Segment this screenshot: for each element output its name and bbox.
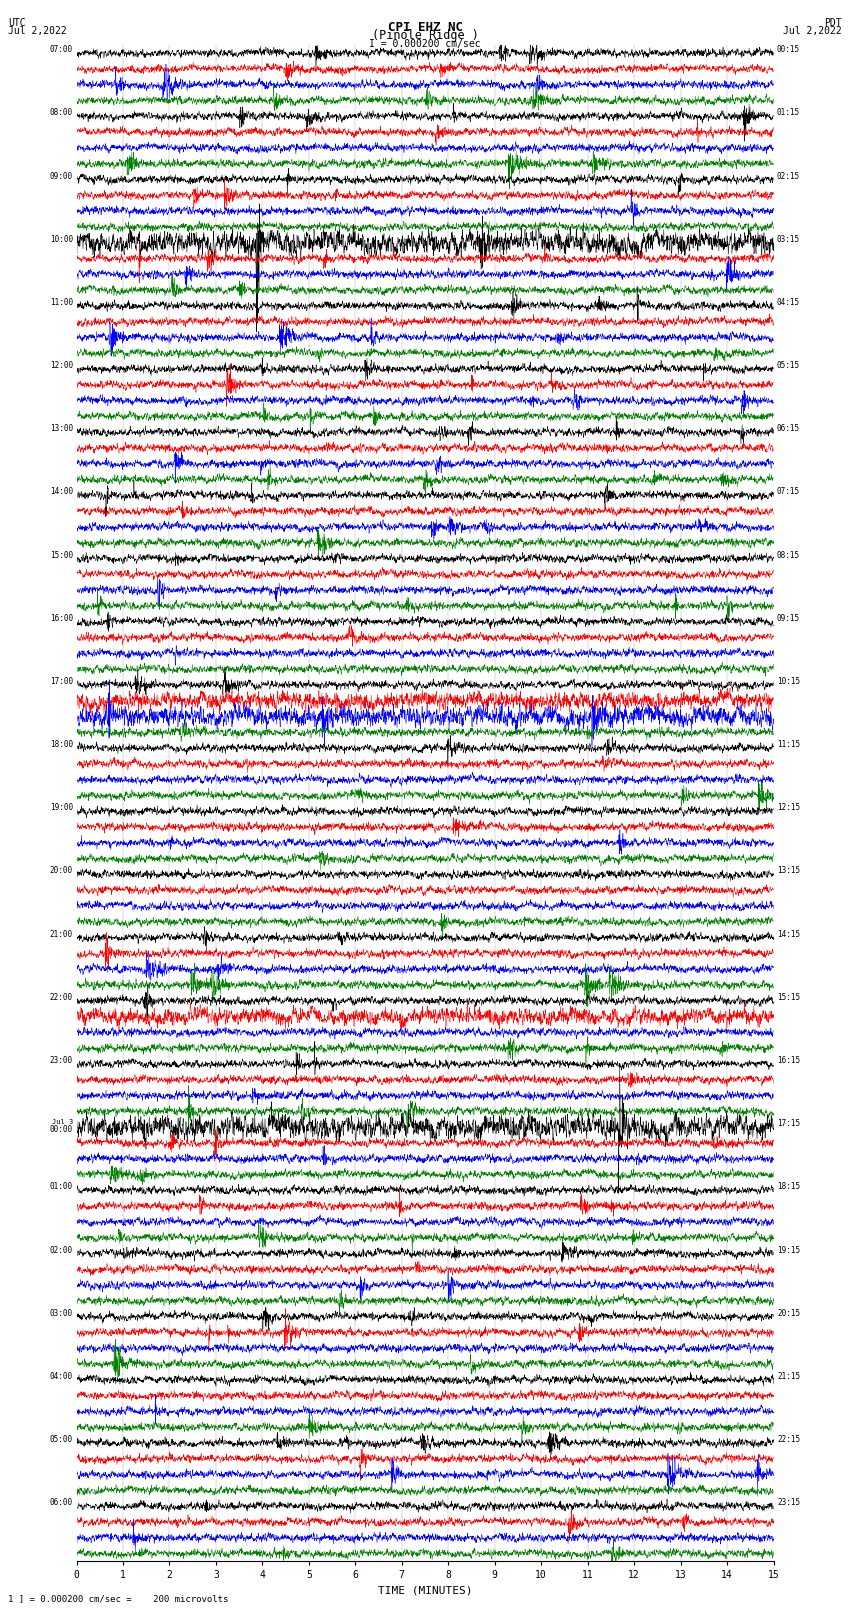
- Text: 08:15: 08:15: [777, 550, 800, 560]
- Text: 09:15: 09:15: [777, 615, 800, 623]
- Text: 15:00: 15:00: [50, 550, 73, 560]
- Text: 01:15: 01:15: [777, 108, 800, 118]
- Text: 22:15: 22:15: [777, 1436, 800, 1444]
- Text: 19:00: 19:00: [50, 803, 73, 813]
- Text: 05:00: 05:00: [50, 1436, 73, 1444]
- Text: 00:00: 00:00: [50, 1126, 73, 1134]
- Text: 16:15: 16:15: [777, 1057, 800, 1065]
- Text: (Pinole Ridge ): (Pinole Ridge ): [371, 29, 479, 42]
- Text: 15:15: 15:15: [777, 994, 800, 1002]
- Text: 22:00: 22:00: [50, 994, 73, 1002]
- Text: PDT: PDT: [824, 18, 842, 27]
- Text: 21:15: 21:15: [777, 1371, 800, 1381]
- Text: 02:00: 02:00: [50, 1245, 73, 1255]
- Text: 08:00: 08:00: [50, 108, 73, 118]
- Text: 07:00: 07:00: [50, 45, 73, 55]
- Text: 13:00: 13:00: [50, 424, 73, 434]
- Text: 21:00: 21:00: [50, 929, 73, 939]
- Text: 17:00: 17:00: [50, 677, 73, 686]
- Text: 11:00: 11:00: [50, 298, 73, 306]
- Text: 19:15: 19:15: [777, 1245, 800, 1255]
- Text: 06:15: 06:15: [777, 424, 800, 434]
- Text: 05:15: 05:15: [777, 361, 800, 369]
- Text: 20:00: 20:00: [50, 866, 73, 876]
- Text: 07:15: 07:15: [777, 487, 800, 497]
- Text: Jul 2,2022: Jul 2,2022: [783, 26, 842, 35]
- Text: 1 ] = 0.000200 cm/sec =    200 microvolts: 1 ] = 0.000200 cm/sec = 200 microvolts: [8, 1594, 229, 1603]
- Text: 17:15: 17:15: [777, 1119, 800, 1127]
- Text: CPI EHZ NC: CPI EHZ NC: [388, 21, 462, 34]
- Text: UTC: UTC: [8, 18, 26, 27]
- Text: 01:00: 01:00: [50, 1182, 73, 1192]
- Text: 16:00: 16:00: [50, 615, 73, 623]
- Text: 23:00: 23:00: [50, 1057, 73, 1065]
- Text: 12:15: 12:15: [777, 803, 800, 813]
- Text: 14:00: 14:00: [50, 487, 73, 497]
- X-axis label: TIME (MINUTES): TIME (MINUTES): [377, 1586, 473, 1595]
- Text: 11:15: 11:15: [777, 740, 800, 748]
- Text: 14:15: 14:15: [777, 929, 800, 939]
- Text: 00:15: 00:15: [777, 45, 800, 55]
- Text: 02:15: 02:15: [777, 171, 800, 181]
- Text: 10:00: 10:00: [50, 234, 73, 244]
- Text: Jul 2,2022: Jul 2,2022: [8, 26, 67, 35]
- Text: 10:15: 10:15: [777, 677, 800, 686]
- Text: 03:15: 03:15: [777, 234, 800, 244]
- Text: 13:15: 13:15: [777, 866, 800, 876]
- Text: 18:00: 18:00: [50, 740, 73, 748]
- Text: 20:15: 20:15: [777, 1308, 800, 1318]
- Text: 09:00: 09:00: [50, 171, 73, 181]
- Text: 04:15: 04:15: [777, 298, 800, 306]
- Text: 18:15: 18:15: [777, 1182, 800, 1192]
- Text: 12:00: 12:00: [50, 361, 73, 369]
- Text: 04:00: 04:00: [50, 1371, 73, 1381]
- Text: Jul 3: Jul 3: [52, 1119, 73, 1126]
- Text: I = 0.000200 cm/sec: I = 0.000200 cm/sec: [369, 39, 481, 48]
- Text: 23:15: 23:15: [777, 1498, 800, 1507]
- Text: 06:00: 06:00: [50, 1498, 73, 1507]
- Text: 03:00: 03:00: [50, 1308, 73, 1318]
